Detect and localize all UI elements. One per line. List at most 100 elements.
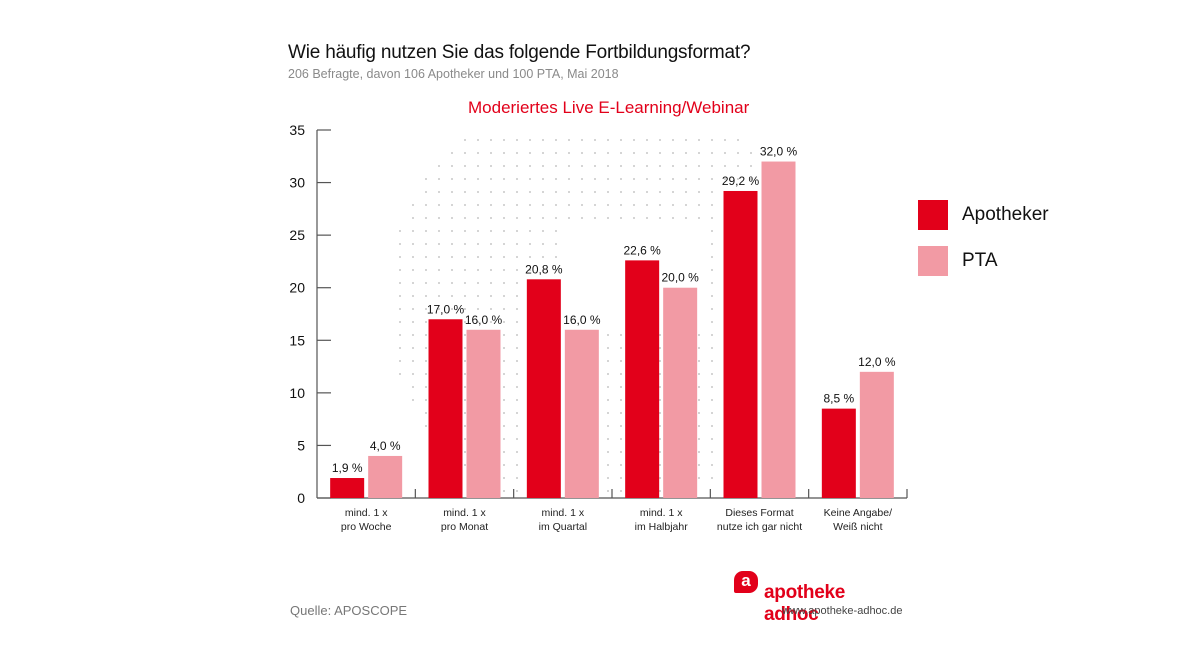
pattern-dot — [568, 139, 570, 141]
pattern-dot — [425, 321, 427, 323]
pattern-dot — [490, 230, 492, 232]
pattern-dot — [477, 191, 479, 193]
pattern-dot — [711, 321, 713, 323]
pattern-dot — [490, 139, 492, 141]
pattern-dot — [425, 191, 427, 193]
bar-pta — [859, 371, 894, 498]
pattern-dot — [711, 412, 713, 414]
pattern-dot — [646, 165, 648, 167]
pattern-dot — [646, 152, 648, 154]
pattern-dot — [750, 152, 752, 154]
pattern-dot — [633, 178, 635, 180]
pattern-dot — [646, 204, 648, 206]
bar-value-label: 29,2 % — [722, 174, 760, 188]
pattern-dot — [425, 360, 427, 362]
pattern-dot — [425, 269, 427, 271]
x-category-label: mind. 1 x — [345, 507, 388, 519]
pattern-dot — [711, 438, 713, 440]
pattern-dot — [399, 269, 401, 271]
pattern-dot — [594, 139, 596, 141]
pattern-dot — [399, 334, 401, 336]
pattern-dot — [464, 386, 466, 388]
x-category-label: mind. 1 x — [542, 507, 585, 519]
pattern-dot — [711, 477, 713, 479]
pattern-dot — [503, 308, 505, 310]
x-category-label: im Halbjahr — [635, 521, 689, 533]
pattern-dot — [737, 152, 739, 154]
legend-swatch-apotheker — [918, 200, 948, 230]
chart-heading: Wie häufig nutzen Sie das folgende Fortb… — [288, 42, 751, 63]
bar-value-label: 22,6 % — [623, 243, 661, 257]
y-tick-label: 35 — [289, 122, 305, 138]
pattern-dot — [698, 347, 700, 349]
pattern-dot — [503, 256, 505, 258]
pattern-dot — [737, 178, 739, 180]
pattern-dot — [425, 217, 427, 219]
pattern-dot — [633, 204, 635, 206]
y-tick-label: 25 — [289, 227, 305, 243]
pattern-dot — [464, 269, 466, 271]
pattern-dot — [698, 152, 700, 154]
pattern-dot — [659, 477, 661, 479]
pattern-dot — [711, 334, 713, 336]
pattern-dot — [477, 152, 479, 154]
pattern-dot — [516, 321, 518, 323]
pattern-dot — [503, 243, 505, 245]
pattern-dot — [568, 152, 570, 154]
y-tick-label: 5 — [297, 437, 305, 453]
brand-logo[interactable]: a apotheke adhoc www.apotheke-adhoc.de — [734, 571, 904, 625]
pattern-dot — [503, 230, 505, 232]
pattern-dot — [451, 191, 453, 193]
pattern-dot — [477, 217, 479, 219]
brand-url[interactable]: www.apotheke-adhoc.de — [782, 605, 903, 617]
pattern-dot — [464, 295, 466, 297]
chart-title: Moderiertes Live E-Learning/Webinar — [468, 98, 750, 117]
pattern-dot — [425, 334, 427, 336]
pattern-dot — [568, 217, 570, 219]
pattern-dot — [503, 451, 505, 453]
pattern-dot — [503, 425, 505, 427]
pattern-dot — [516, 490, 518, 492]
pattern-dot — [607, 464, 609, 466]
pattern-dot — [451, 269, 453, 271]
bar-value-label: 16,0 % — [563, 313, 601, 327]
pattern-dot — [711, 373, 713, 375]
pattern-dot — [620, 438, 622, 440]
legend: Apotheker PTA — [918, 200, 1049, 292]
bar-apotheker — [723, 190, 758, 499]
pattern-dot — [516, 373, 518, 375]
pattern-dot — [698, 139, 700, 141]
pattern-dot — [659, 464, 661, 466]
pattern-dot — [542, 191, 544, 193]
pattern-dot — [529, 230, 531, 232]
pattern-dot — [711, 204, 713, 206]
pattern-dot — [412, 269, 414, 271]
pattern-dot — [620, 373, 622, 375]
pattern-dot — [620, 139, 622, 141]
pattern-dot — [516, 386, 518, 388]
pattern-dot — [451, 152, 453, 154]
pattern-dot — [490, 308, 492, 310]
pattern-dot — [425, 347, 427, 349]
pattern-dot — [555, 191, 557, 193]
pattern-dot — [698, 399, 700, 401]
pattern-dot — [620, 477, 622, 479]
bar-value-label: 1,9 % — [332, 461, 363, 475]
pattern-dot — [711, 269, 713, 271]
pattern-dot — [542, 243, 544, 245]
pattern-dot — [633, 152, 635, 154]
pattern-dot — [620, 178, 622, 180]
pattern-dot — [477, 295, 479, 297]
pattern-dot — [555, 165, 557, 167]
pattern-dot — [711, 243, 713, 245]
pattern-dot — [568, 204, 570, 206]
chart-subheading: 206 Befragte, davon 106 Apotheker und 10… — [288, 67, 619, 81]
pattern-dot — [698, 373, 700, 375]
pattern-dot — [607, 399, 609, 401]
pattern-dot — [711, 464, 713, 466]
x-category-label: mind. 1 x — [640, 507, 683, 519]
pattern-dot — [464, 243, 466, 245]
pattern-dot — [607, 334, 609, 336]
pattern-dot — [464, 321, 466, 323]
pattern-dot — [490, 243, 492, 245]
